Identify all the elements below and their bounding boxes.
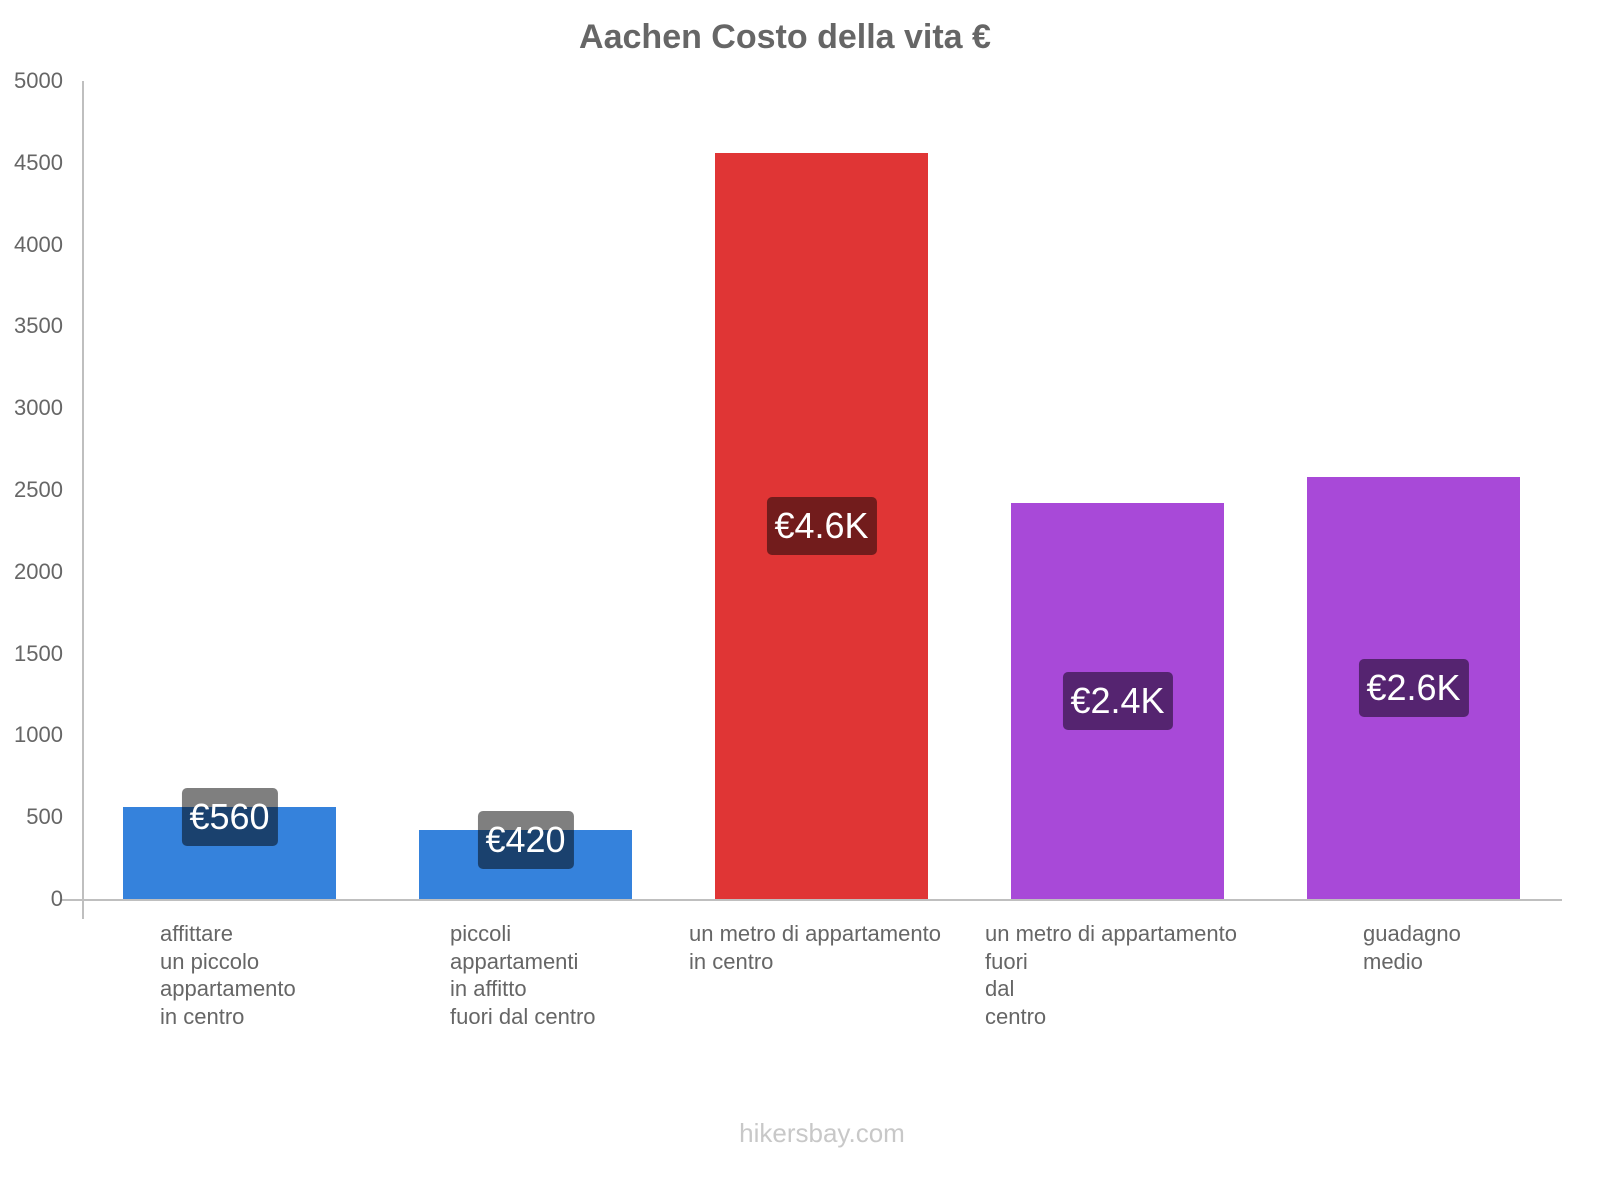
y-tick-label: 2000 (14, 558, 63, 584)
y-tick-label: 3500 (14, 313, 63, 339)
bar-value-label: €420 (477, 811, 574, 870)
y-tick-label: 5000 (14, 68, 63, 93)
y-tick-label: 4500 (14, 149, 63, 175)
y-tick-label: 1500 (14, 640, 63, 666)
x-axis-line (62, 899, 1562, 901)
bar-value-label: €4.6K (766, 496, 877, 555)
x-category-label: piccoli appartamenti in affitto fuori da… (450, 921, 596, 1029)
x-category-label: guadagno medio (1363, 921, 1461, 974)
y-tick-label: 1000 (14, 722, 63, 748)
chart-title: Aachen Costo della vita € (579, 18, 991, 56)
x-category-label: affittare un piccolo appartamento in cen… (160, 921, 296, 1029)
x-category-label: un metro di appartamento fuori dal centr… (985, 921, 1237, 1029)
y-tick-label: 500 (26, 804, 63, 830)
source-watermark: hikersbay.com (739, 1118, 905, 1148)
y-tick-label: 2500 (14, 477, 63, 502)
y-tick-label: 3000 (14, 395, 63, 421)
y-tick-label: 4000 (14, 231, 63, 257)
y-axis-line (82, 81, 84, 919)
y-tick-label: 0 (50, 886, 63, 911)
bar-value-label: €2.4K (1062, 672, 1173, 731)
bar-value-label: €560 (181, 788, 278, 847)
bar-value-label: €2.6K (1358, 658, 1469, 717)
x-category-label: un metro di appartamento in centro (689, 921, 941, 974)
